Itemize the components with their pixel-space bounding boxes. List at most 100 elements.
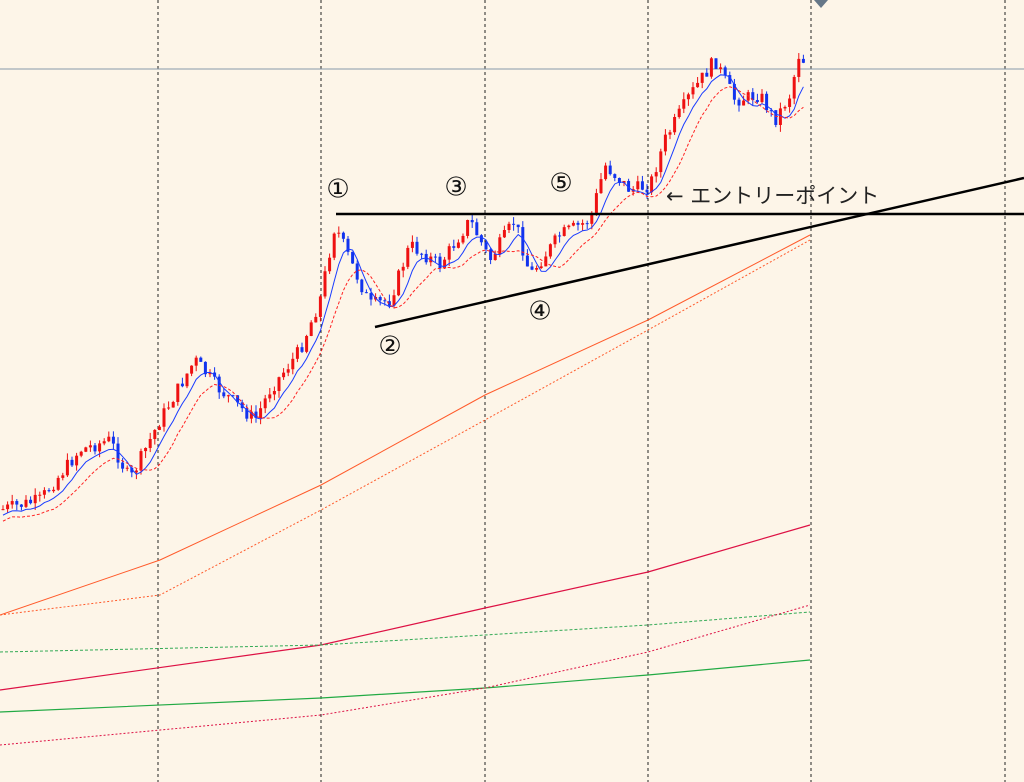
candle-body	[282, 372, 286, 378]
candle-body	[765, 93, 769, 111]
candle-body	[231, 395, 235, 397]
candle-body	[535, 268, 539, 270]
candle-body	[594, 193, 598, 213]
candle-body	[360, 279, 364, 293]
candle-body	[24, 499, 28, 507]
candle-body	[70, 459, 74, 466]
candle-body	[111, 436, 115, 444]
candle-body	[295, 347, 299, 359]
candle-body	[254, 411, 258, 418]
candle-body	[746, 92, 750, 101]
candle-body	[84, 447, 88, 452]
candle-body	[52, 489, 56, 492]
point-label: ①	[326, 175, 349, 205]
candle-body	[341, 232, 345, 239]
candle-body	[245, 408, 249, 419]
candle-body	[705, 72, 709, 77]
candle-body	[788, 98, 792, 107]
candle-body	[309, 322, 313, 336]
candle-body	[760, 93, 764, 103]
candle-body	[604, 165, 608, 180]
candle-body	[162, 408, 166, 427]
candle-body	[15, 501, 19, 505]
candle-body	[392, 295, 396, 306]
candle-body	[797, 58, 801, 77]
candle-body	[88, 445, 92, 448]
candle-body	[291, 358, 295, 370]
candle-body	[539, 266, 543, 269]
candle-body	[351, 251, 355, 264]
candle-body	[318, 296, 322, 317]
ma-green-dashed	[0, 611, 811, 653]
candle-body	[420, 253, 424, 255]
candle-body	[673, 117, 677, 133]
candle-body	[636, 181, 640, 190]
candle-body	[617, 177, 621, 183]
candle-body	[300, 347, 304, 352]
candle-body	[121, 462, 125, 469]
candle-body	[180, 383, 184, 387]
candle-body	[410, 241, 414, 248]
candle-body	[346, 238, 350, 252]
candle-body	[199, 357, 203, 362]
candle-body	[590, 212, 594, 224]
candle-body	[194, 357, 198, 366]
candle-body	[139, 451, 143, 471]
candle-body	[613, 174, 617, 178]
candle-body	[397, 270, 401, 296]
candle-body	[728, 75, 732, 84]
candle-body	[700, 72, 704, 83]
candle-body	[663, 134, 667, 152]
candle-body	[236, 395, 240, 403]
candle-body	[125, 467, 129, 469]
candle-body	[677, 108, 681, 118]
candle-body	[93, 445, 97, 452]
candle-body	[134, 470, 138, 473]
candle-body	[466, 220, 470, 236]
candle-body	[19, 504, 23, 507]
candle-body	[581, 223, 585, 225]
candle-body	[29, 499, 33, 504]
candle-body	[56, 477, 60, 490]
candle-body	[1, 509, 5, 511]
candle-body	[42, 490, 46, 495]
candle-body	[755, 100, 759, 103]
candle-body	[433, 256, 437, 258]
candle-body	[493, 253, 497, 261]
candle-body	[277, 377, 281, 391]
point-label: ④	[528, 297, 551, 327]
candle-body	[323, 271, 327, 297]
candle-body	[6, 504, 10, 510]
candle-body	[668, 132, 672, 135]
candle-body	[286, 369, 290, 373]
candle-body	[443, 259, 447, 269]
candle-body	[470, 220, 474, 223]
candle-body	[33, 494, 37, 504]
candle-body	[654, 172, 658, 177]
candle-body	[512, 223, 516, 225]
candle-body	[774, 110, 778, 125]
point-label: ⑤	[549, 169, 572, 199]
candle-body	[203, 361, 207, 375]
candle-body	[259, 408, 263, 418]
candle-body	[723, 67, 727, 76]
candle-body	[498, 237, 502, 254]
candle-body	[355, 263, 359, 280]
candle-body	[208, 372, 212, 375]
candle-body	[167, 407, 171, 409]
candle-body	[369, 293, 373, 300]
point-label: ③	[444, 173, 467, 203]
candle-body	[696, 82, 700, 88]
candle-body	[792, 76, 796, 99]
ma-red-dotted	[0, 604, 811, 746]
candle-body	[484, 242, 488, 250]
candle-body	[461, 235, 465, 243]
candle-body	[107, 436, 111, 442]
candle-body	[650, 176, 654, 193]
candle-body	[608, 165, 612, 175]
candle-body	[709, 58, 713, 77]
candle-body	[406, 247, 410, 267]
candle-body	[502, 230, 506, 238]
candle-body	[263, 398, 267, 409]
